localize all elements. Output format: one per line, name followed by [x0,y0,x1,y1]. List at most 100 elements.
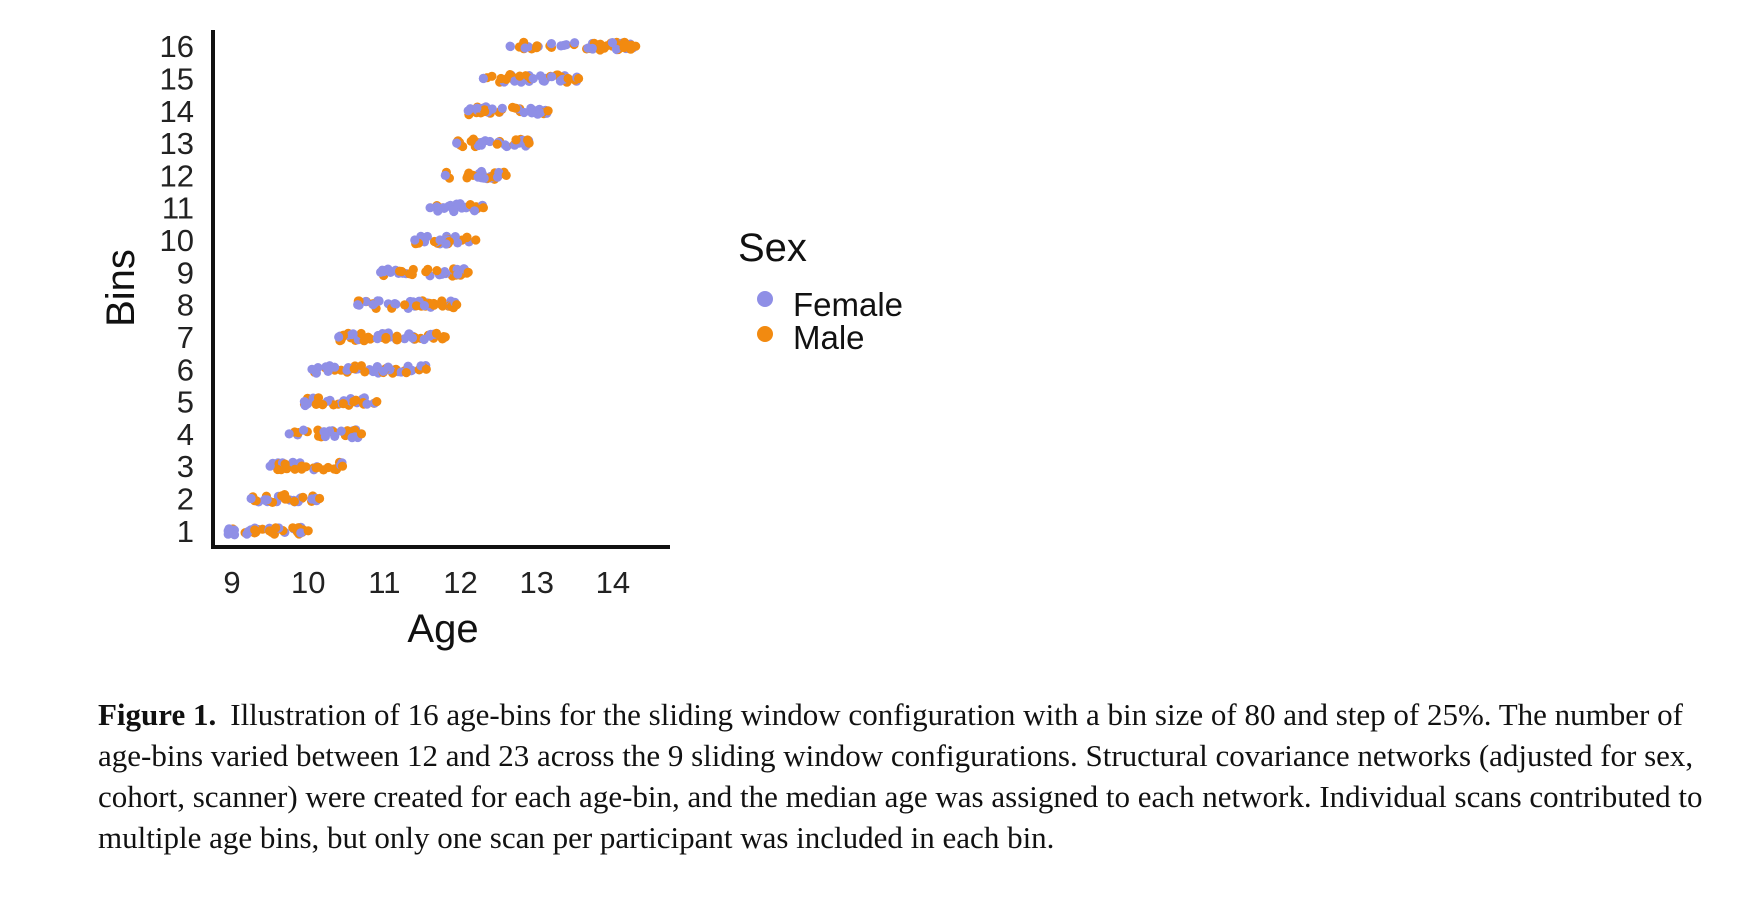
data-point [349,364,359,374]
data-point [631,41,641,51]
data-point [611,44,622,54]
data-point [336,426,346,436]
data-point [262,495,272,505]
data-points [223,37,641,540]
data-point [303,526,313,536]
data-point [543,106,553,116]
x-tick-labels: 9 10 11 12 13 14 [223,565,630,600]
data-point [408,264,418,275]
data-point [407,333,418,343]
data-point [362,399,372,409]
data-point [361,296,371,307]
data-point [477,137,487,147]
data-point [297,461,307,471]
data-point [462,232,472,242]
data-point [271,523,281,533]
data-point [493,172,503,182]
data-point [334,332,344,342]
data-point [419,334,429,345]
y-tick-label: 15 [160,61,194,96]
data-point [439,203,449,213]
figure-label: Figure 1. [98,697,217,732]
data-point [298,425,309,435]
data-point [265,461,275,471]
data-point [435,235,445,245]
data-point [313,393,324,403]
data-point [289,496,299,507]
data-point [463,106,473,116]
data-point [501,170,511,180]
data-point [351,395,361,405]
y-tick-label: 11 [162,191,194,226]
data-point [376,267,386,277]
data-point [311,463,321,473]
legend-label-male: Male [793,319,865,356]
legend-swatch-female [757,291,773,307]
data-point [478,203,488,213]
data-point [318,400,328,410]
data-point [330,362,340,372]
data-point [469,206,480,216]
data-point [432,266,442,276]
data-point [307,364,317,374]
data-point [440,170,450,180]
y-tick-label: 3 [177,449,194,484]
data-point [462,173,472,183]
data-point [524,138,534,148]
x-axis-title: Age [407,607,478,651]
data-point [440,332,450,342]
data-point [381,332,391,343]
data-point [453,269,463,279]
data-point [299,397,309,407]
data-point [392,335,402,345]
data-point [319,427,329,437]
data-point [246,493,256,504]
data-point [421,364,431,374]
legend: Sex Female Male [738,226,903,356]
data-point [583,43,593,53]
data-point [500,140,510,150]
data-point [411,301,422,311]
data-point [528,74,538,84]
data-point [422,231,432,242]
data-point [347,433,357,443]
data-point [378,366,388,376]
data-point [487,71,497,81]
x-tick-label: 12 [443,565,477,600]
y-tick-label: 9 [177,255,194,290]
data-point [505,41,515,51]
data-point [296,528,306,538]
data-point [348,329,358,339]
data-point [282,494,292,504]
data-point [471,235,481,245]
data-point [595,45,605,55]
data-point [478,73,488,84]
data-point [419,301,429,311]
x-tick-label: 10 [291,565,325,600]
data-point [515,71,525,81]
data-point [452,138,462,148]
data-point [373,330,383,341]
x-tick-label: 11 [368,565,400,600]
data-point [410,235,420,245]
y-axis-title: Bins [99,249,143,327]
data-point [425,203,435,213]
data-point [497,103,507,113]
data-point [559,40,569,51]
data-point [507,102,518,112]
data-point [360,367,370,377]
data-point [390,299,400,309]
data-point [356,328,366,339]
data-point [473,172,483,182]
data-point [511,135,521,145]
y-tick-label: 12 [160,158,194,193]
figure-caption: Figure 1. Illustration of 16 age-bins for… [98,694,1718,858]
data-point [563,73,573,84]
y-tick-label: 1 [177,514,194,549]
data-point [298,492,308,502]
y-tick-label: 8 [177,288,194,323]
data-point [323,366,333,376]
data-point [431,328,442,338]
